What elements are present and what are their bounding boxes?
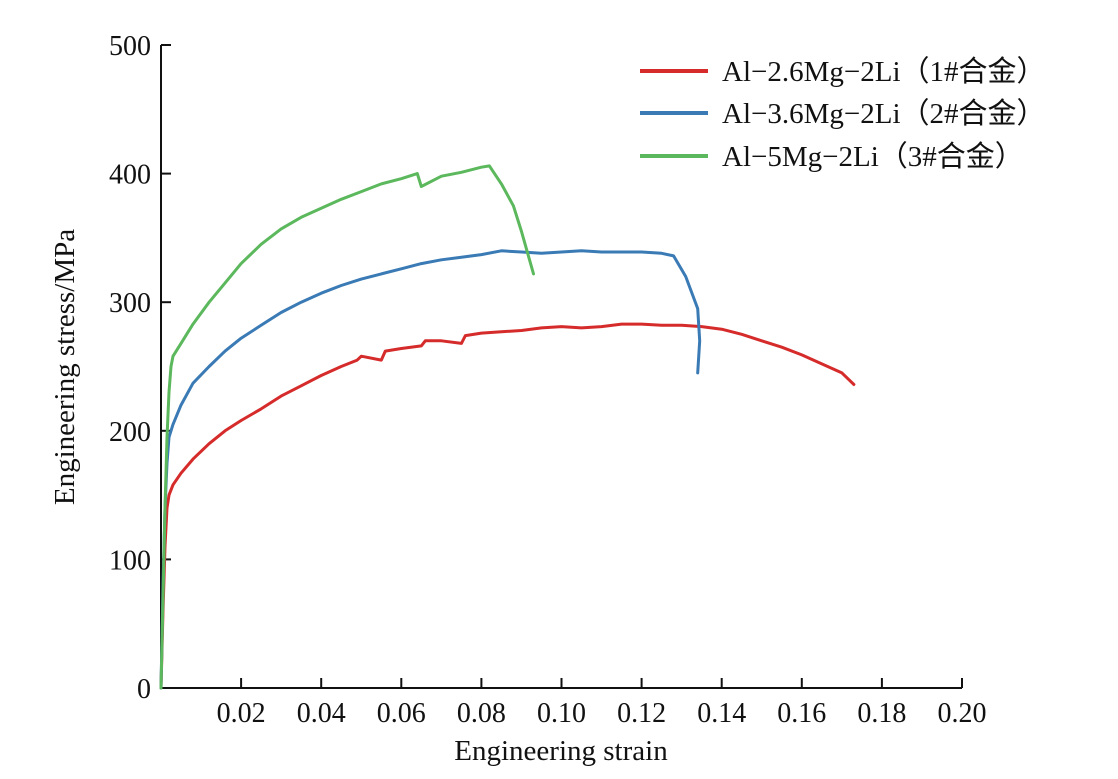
x-tick-label: 0.06: [377, 698, 426, 729]
x-tick-label: 0.12: [617, 698, 666, 729]
legend-label-1: Al−2.6Mg−2Li（1#合金）: [722, 55, 1046, 88]
x-tick-label: 0.16: [777, 698, 826, 729]
y-axis-title: Engineering stress/MPa: [49, 229, 81, 505]
x-tick-label: 0.14: [697, 698, 746, 729]
x-tick-label: 0.18: [857, 698, 906, 729]
y-ticks: 0 100 200 300 400 500: [109, 31, 171, 705]
series-line-2: [159, 249, 702, 690]
y-tick-label: 500: [109, 31, 151, 62]
y-tick-label: 0: [137, 674, 151, 705]
y-tick-label: 200: [109, 417, 151, 448]
series-line-3: [159, 164, 535, 690]
y-tick-label: 100: [109, 545, 151, 576]
x-ticks: 0.02 0.04 0.06 0.08 0.10 0.12 0.14 0.16 0.18 0.20: [217, 678, 987, 729]
x-tick-label: 0.02: [217, 698, 266, 729]
legend-label-3: Al−5Mg−2Li（3#合金）: [722, 140, 1024, 173]
series-line-1: [159, 322, 856, 690]
legend-label-2: Al−3.6Mg−2Li（2#合金）: [722, 97, 1046, 130]
x-axis-title: Engineering strain: [454, 735, 668, 767]
legend: Al−2.6Mg−2Li（1#合金） Al−3.6Mg−2Li（2#合金） Al−5…: [640, 55, 1046, 173]
y-tick-label: 300: [109, 288, 151, 319]
x-tick-label: 0.08: [457, 698, 506, 729]
x-tick-label: 0.04: [297, 698, 346, 729]
series-group: [159, 164, 856, 690]
y-tick-label: 400: [109, 160, 151, 191]
x-tick-label: 0.20: [938, 698, 987, 729]
x-tick-label: 0.10: [537, 698, 586, 729]
